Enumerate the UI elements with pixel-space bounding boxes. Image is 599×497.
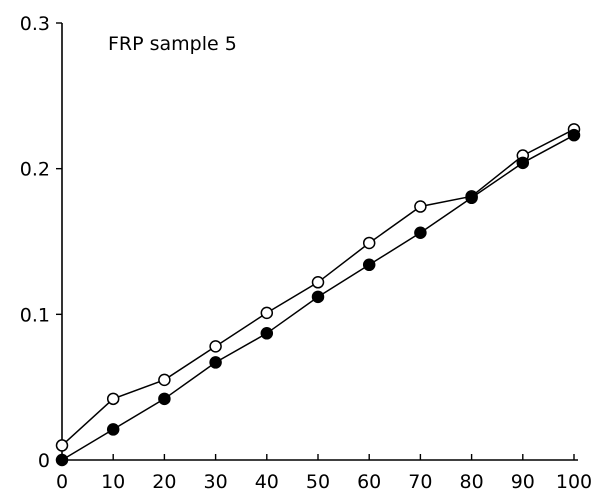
x-tick-label: 60 xyxy=(357,471,381,493)
filled-point xyxy=(414,226,427,240)
filled-point xyxy=(516,156,530,170)
x-tick-label: 20 xyxy=(152,471,176,493)
filled-point xyxy=(362,258,376,272)
y-tick-label: 0.3 xyxy=(20,13,50,35)
open-point xyxy=(158,373,171,387)
filled-point xyxy=(567,128,581,142)
axes: 0 10 20 30 40 50 60 70 80 90 100 0 0.1 0.2 0.3 xyxy=(20,13,592,493)
open-point xyxy=(209,340,222,353)
series-layer xyxy=(55,123,581,467)
y-tick-label: 0.2 xyxy=(20,159,50,181)
open-point xyxy=(106,392,120,406)
x-tick-label: 50 xyxy=(306,471,330,493)
filled-point xyxy=(55,453,69,467)
filled-point xyxy=(260,327,274,340)
x-tick-label: 80 xyxy=(460,471,484,493)
filled-point xyxy=(106,423,120,436)
filled-point xyxy=(158,392,171,406)
x-tick-label: 0 xyxy=(56,471,68,493)
y-tick-label: 0.1 xyxy=(20,304,50,326)
filled-point xyxy=(311,290,325,304)
filled-point xyxy=(209,356,222,369)
chart-title: FRP sample 5 xyxy=(108,33,237,55)
x-tick-label: 10 xyxy=(101,471,125,493)
x-tick-label: 90 xyxy=(511,471,535,493)
x-tick-label: 70 xyxy=(408,471,432,493)
open-point xyxy=(55,439,69,452)
open-point xyxy=(414,200,427,213)
open-point xyxy=(260,306,274,320)
x-tick-label: 100 xyxy=(556,471,592,493)
filled-point xyxy=(465,191,478,205)
open-point xyxy=(311,276,325,289)
x-tick-label: 30 xyxy=(204,471,228,493)
x-tick-label: 40 xyxy=(255,471,279,493)
y-tick-label: 0 xyxy=(38,450,50,472)
open-point xyxy=(362,236,376,250)
